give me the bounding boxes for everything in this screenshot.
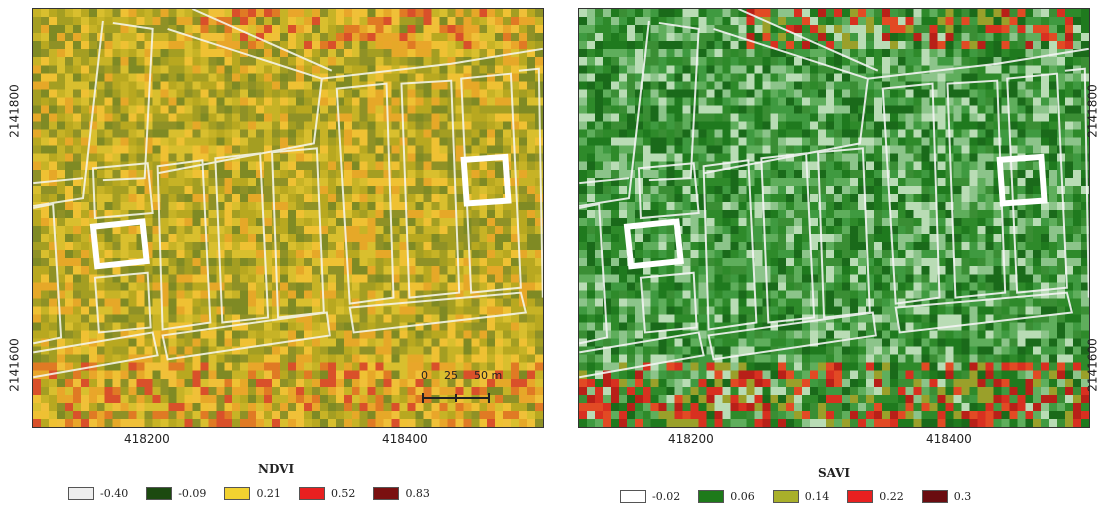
ndvi-legend-item: 0.52 — [298, 487, 356, 500]
scale-bar-line — [422, 393, 490, 403]
savi-parcel-14 — [579, 331, 705, 379]
ndvi-parcel-9 — [271, 147, 325, 319]
savi-legend-swatch — [772, 490, 799, 503]
savi-parcel-12 — [1006, 72, 1068, 294]
savi-y-tick-2141800: 2141800 — [1085, 84, 1100, 138]
ndvi-legend-swatch — [373, 487, 400, 500]
savi-legend-label: 0.14 — [804, 490, 830, 503]
savi-parcel-15 — [707, 311, 877, 361]
savi-parcel-16 — [894, 291, 1074, 334]
savi-parcel-17 — [579, 177, 630, 185]
savi-parcel-13 — [1064, 67, 1089, 298]
savi-legend-item: 0.3 — [921, 490, 972, 503]
ndvi-legend-swatch — [298, 487, 325, 500]
ndvi-legend-item: -0.40 — [68, 487, 128, 500]
ndvi-study-plot-1 — [89, 218, 150, 270]
ndvi-legend-title: NDVI — [258, 462, 295, 476]
savi-x-tick-418200: 418200 — [668, 432, 714, 446]
savi-parcel-outlines — [579, 9, 1089, 379]
savi-legend-label: 0.22 — [879, 490, 904, 503]
ndvi-study-plot-2 — [460, 153, 512, 207]
scale-label-25: 25 — [444, 369, 458, 382]
ndvi-parcel-3 — [157, 27, 323, 175]
ndvi-parcel-4 — [33, 202, 63, 345]
ndvi-raster — [33, 9, 543, 427]
savi-legend-item: 0.06 — [698, 490, 755, 503]
savi-parcel-2 — [648, 21, 700, 182]
ndvi-legend-item: -0.09 — [146, 487, 206, 500]
savi-raster — [579, 9, 1089, 427]
savi-parcel-road-1 — [738, 9, 879, 72]
savi-parcel-7 — [702, 159, 758, 331]
ndvi-x-tick-418400: 418400 — [382, 432, 428, 446]
savi-parcel-road-2 — [867, 47, 1089, 80]
ndvi-parcel-10 — [335, 82, 395, 305]
ndvi-legend-swatch — [68, 487, 94, 500]
ndvi-parcel-16 — [348, 291, 528, 334]
ndvi-legend-item: 0.21 — [224, 487, 281, 500]
savi-map[interactable] — [578, 8, 1090, 428]
ndvi-parcel-12 — [460, 72, 522, 294]
ndvi-legend-label: -0.09 — [178, 487, 207, 500]
ndvi-legend-label: 0.21 — [256, 487, 281, 500]
ndvi-parcel-road-1 — [192, 9, 333, 72]
savi-parcel-3 — [703, 27, 869, 175]
savi-parcel-9 — [817, 147, 871, 319]
ndvi-parcel-5 — [91, 162, 154, 220]
ndvi-parcel-road-2 — [321, 47, 543, 80]
savi-legend-swatch — [698, 490, 725, 503]
savi-legend-item: 0.22 — [847, 490, 904, 503]
ndvi-parcel-11 — [400, 79, 461, 299]
ndvi-legend-label: -0.40 — [100, 487, 129, 500]
savi-legend: -0.02 0.06 0.14 0.22 0.3 — [620, 490, 989, 503]
ndvi-parcel-8 — [214, 152, 270, 324]
savi-legend-swatch — [620, 490, 646, 503]
ndvi-y-tick-2141800: 2141800 — [7, 84, 22, 138]
ndvi-parcel-7 — [156, 159, 212, 331]
ndvi-parcel-14 — [33, 331, 159, 379]
savi-parcel-10 — [881, 82, 941, 305]
ndvi-parcel-17 — [33, 177, 84, 185]
savi-parcel-8 — [760, 152, 816, 324]
savi-legend-swatch — [921, 490, 948, 503]
savi-parcel-6 — [639, 271, 698, 334]
ndvi-legend-label: 0.83 — [405, 487, 430, 500]
savi-legend-label: 0.3 — [953, 490, 972, 503]
ndvi-parcel-2 — [102, 21, 154, 182]
savi-x-tick-418400: 418400 — [926, 432, 972, 446]
ndvi-parcel-13 — [518, 67, 543, 298]
ndvi-x-tick-418200: 418200 — [124, 432, 170, 446]
ndvi-legend-label: 0.52 — [330, 487, 356, 500]
ndvi-parcel-6 — [93, 271, 152, 334]
savi-y-tick-2141600: 2141600 — [1085, 338, 1100, 392]
ndvi-legend-item: 0.83 — [373, 487, 430, 500]
ndvi-parcel-1 — [33, 20, 104, 208]
savi-legend-label: 0.06 — [730, 490, 755, 503]
ndvi-legend-swatch — [224, 487, 251, 500]
ndvi-y-tick-2141600: 2141600 — [7, 338, 22, 392]
ndvi-scale-bar: 0 25 50 m — [421, 369, 502, 406]
savi-parcel-5 — [637, 162, 700, 220]
savi-study-plot-2 — [996, 153, 1048, 207]
savi-study-plot-1 — [623, 218, 684, 270]
ndvi-legend: -0.40 -0.09 0.21 0.52 0.83 — [68, 487, 448, 500]
savi-legend-label: -0.02 — [652, 490, 681, 503]
ndvi-parcel-outlines — [33, 9, 543, 379]
savi-parcel-1 — [579, 20, 650, 208]
savi-legend-title: SAVI — [818, 466, 851, 480]
ndvi-map[interactable]: 0 25 50 m — [32, 8, 544, 428]
savi-parcel-4 — [579, 202, 609, 345]
scale-label-50: 50 m — [474, 369, 503, 382]
savi-legend-swatch — [847, 490, 874, 503]
savi-legend-item: -0.02 — [620, 490, 680, 503]
scale-label-0: 0 — [421, 369, 428, 382]
ndvi-legend-swatch — [146, 487, 173, 500]
savi-parcel-11 — [946, 79, 1007, 299]
savi-legend-item: 0.14 — [772, 490, 830, 503]
ndvi-parcel-15 — [161, 311, 331, 361]
